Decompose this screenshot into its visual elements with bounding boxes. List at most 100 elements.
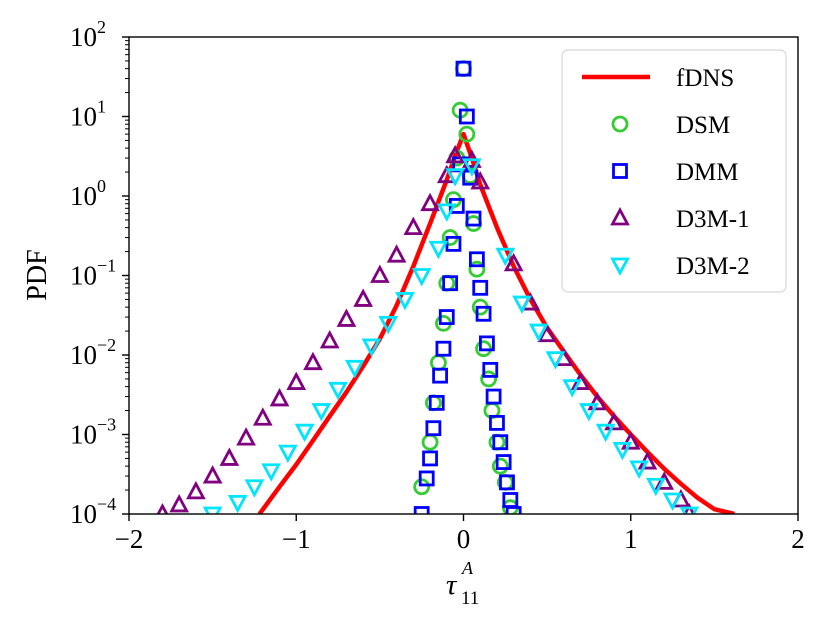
x-axis: −2 −1 0 1 2 <box>115 514 805 554</box>
x-tick-label: 2 <box>791 524 805 554</box>
data-point <box>482 361 499 378</box>
data-point <box>620 431 641 450</box>
legend-item-d3m-1: D3M-1 <box>610 206 750 233</box>
data-point <box>186 480 206 500</box>
data-point <box>428 394 445 411</box>
legend-item-dmm: DMM <box>612 159 739 186</box>
series-layer <box>156 60 735 514</box>
data-point <box>455 60 472 78</box>
data-point <box>654 471 675 490</box>
data-point <box>438 309 455 325</box>
data-point <box>455 60 472 77</box>
data-point <box>475 305 492 322</box>
data-point <box>495 454 512 470</box>
legend-swatch <box>612 163 628 179</box>
data-point <box>344 359 365 379</box>
y-tick-label: 10−3 <box>70 415 116 450</box>
data-point <box>303 351 323 371</box>
data-point <box>370 264 390 283</box>
data-point <box>465 210 482 227</box>
data-point <box>353 288 373 307</box>
data-point <box>445 168 465 187</box>
data-point <box>492 434 509 451</box>
data-point <box>236 427 256 446</box>
x-tick-label: −2 <box>115 524 144 554</box>
legend-label: D3M-2 <box>676 253 750 280</box>
data-point <box>424 394 442 412</box>
data-point <box>545 351 566 370</box>
series-dmm <box>413 60 522 514</box>
data-point <box>491 457 509 475</box>
x-tick-label: −1 <box>282 524 311 554</box>
data-point <box>361 338 382 357</box>
data-point <box>629 460 649 479</box>
data-point <box>468 260 486 278</box>
legend-swatch <box>610 257 630 276</box>
data-point <box>489 414 505 431</box>
data-point <box>202 506 223 514</box>
data-point <box>378 315 399 335</box>
legend-label: fDNS <box>676 65 734 92</box>
data-point <box>428 240 449 260</box>
y-tick-label: 10−4 <box>70 494 116 529</box>
data-point <box>495 247 516 267</box>
data-point <box>425 420 442 437</box>
data-point <box>413 506 430 514</box>
data-point <box>432 367 448 384</box>
x-tick-label: 1 <box>624 524 638 554</box>
data-point <box>430 354 447 372</box>
data-point <box>472 279 489 296</box>
data-point <box>479 335 495 352</box>
data-point <box>458 125 476 143</box>
data-point <box>436 203 457 222</box>
data-point <box>445 235 462 252</box>
legend-item-fdns: fDNS <box>582 65 734 92</box>
data-point <box>269 387 290 407</box>
y-tick-label: 10−2 <box>70 335 116 370</box>
data-point <box>445 144 465 164</box>
data-point <box>528 323 549 343</box>
data-point <box>470 171 491 190</box>
legend-label: D3M-1 <box>676 206 750 233</box>
data-point <box>579 403 599 422</box>
data-point <box>537 323 557 343</box>
data-point <box>294 423 315 443</box>
legend-box <box>561 49 787 293</box>
data-point <box>587 391 608 411</box>
data-point <box>505 506 522 514</box>
legend-item-dsm: DSM <box>611 112 730 139</box>
x-axis-label-sub: 11 <box>461 588 479 609</box>
y-axis: 10−4 10−3 10−2 10−1 100 101 102 <box>70 17 129 529</box>
data-point <box>261 463 282 482</box>
data-point <box>286 371 307 390</box>
legend-item-d3m-2: D3M-2 <box>610 253 750 280</box>
data-point <box>319 330 340 349</box>
data-point <box>485 388 502 405</box>
data-point <box>612 441 633 461</box>
data-point <box>227 494 248 514</box>
y-axis-label: PDF <box>22 249 53 300</box>
y-tick-label: 101 <box>70 97 106 132</box>
data-point <box>662 492 683 511</box>
legend-label: DMM <box>676 159 739 186</box>
data-point <box>420 192 440 212</box>
x-axis-label: τ A 11 <box>446 558 479 609</box>
data-point <box>386 244 407 263</box>
legend-swatch <box>611 115 629 133</box>
data-point <box>336 308 357 327</box>
data-point <box>468 251 485 268</box>
legend: fDNS DSM DMM D3M-1 D3M-2 <box>561 49 787 293</box>
data-point <box>403 216 424 236</box>
data-point <box>413 478 431 496</box>
data-point <box>418 470 435 487</box>
data-point <box>503 252 524 272</box>
data-point <box>679 506 700 514</box>
legend-label: DSM <box>676 112 730 139</box>
data-point <box>422 450 438 467</box>
x-axis-label-base: τ <box>446 569 458 601</box>
x-tick-label: 0 <box>457 524 471 554</box>
data-point <box>411 268 432 287</box>
data-point <box>562 379 583 398</box>
legend-swatch <box>610 207 630 226</box>
